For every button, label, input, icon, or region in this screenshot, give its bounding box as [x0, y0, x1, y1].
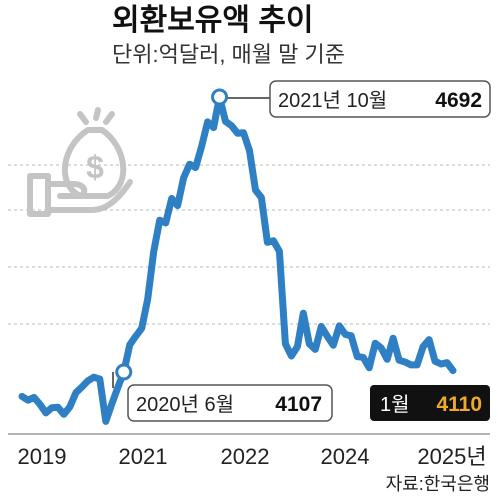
low-callout-label: 2020년 6월 [136, 393, 234, 416]
peak-callout-label: 2021년 10월 [278, 89, 387, 112]
low-marker [115, 363, 133, 381]
gridlines [8, 164, 490, 325]
series-line [18, 93, 457, 425]
chart-subtitle: 단위:억달러, 매월 말 기준 [112, 42, 345, 67]
low-callout-value: 4107 [275, 393, 322, 416]
svg-text:$: $ [86, 149, 104, 185]
x-tick-label: 2021 [119, 444, 168, 469]
peak-callout-value: 4692 [435, 89, 482, 112]
x-tick-label: 2019 [18, 444, 67, 469]
peak-callout-box [269, 80, 491, 118]
x-tick-label: 2024 [321, 444, 370, 469]
low-callout-box [127, 384, 333, 422]
source-note: 자료:한국은행 [386, 474, 490, 494]
latest-callout-box [370, 385, 490, 421]
latest-callout-value: 4110 [436, 393, 482, 416]
peak-marker [211, 88, 229, 106]
chart-title: 외환보유액 추이 [112, 4, 314, 37]
x-ticks: 2019 2021 2022 2024 2025년 [18, 444, 487, 469]
x-tick-label: 2022 [221, 444, 270, 469]
x-tick-label: 2025년 [417, 444, 486, 469]
latest-callout-label: 1월 [380, 393, 410, 416]
money-bag-hand-icon: $ [27, 107, 133, 217]
